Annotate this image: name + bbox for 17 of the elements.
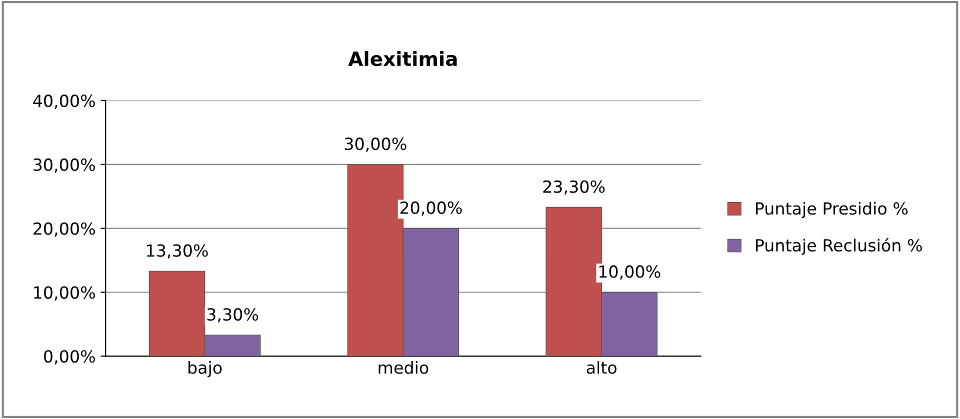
- data-label: 23,30%: [543, 180, 605, 195]
- legend-label: Puntaje Reclusión %: [756, 238, 922, 255]
- chart-title: Alexitimia: [348, 51, 457, 66]
- y-tick-label: 0,00%: [44, 350, 95, 364]
- x-tick-label: bajo: [188, 361, 222, 378]
- y-tick-label: 30,00%: [34, 158, 95, 173]
- data-label: 10,00%: [599, 265, 660, 280]
- data-label: 20,00%: [400, 201, 462, 216]
- data-label: 13,30%: [147, 244, 208, 259]
- y-tick-label: 40,00%: [33, 94, 95, 109]
- x-tick-label: medio: [378, 361, 428, 374]
- y-tick-label: 20,00%: [34, 222, 95, 237]
- legend-label: Puntaje Presidio %: [756, 202, 908, 218]
- y-tick-label: 10,00%: [34, 286, 95, 301]
- data-label: 3,30%: [207, 308, 258, 322]
- data-label: 30,00%: [344, 138, 406, 152]
- x-tick-label: alto: [586, 361, 616, 374]
